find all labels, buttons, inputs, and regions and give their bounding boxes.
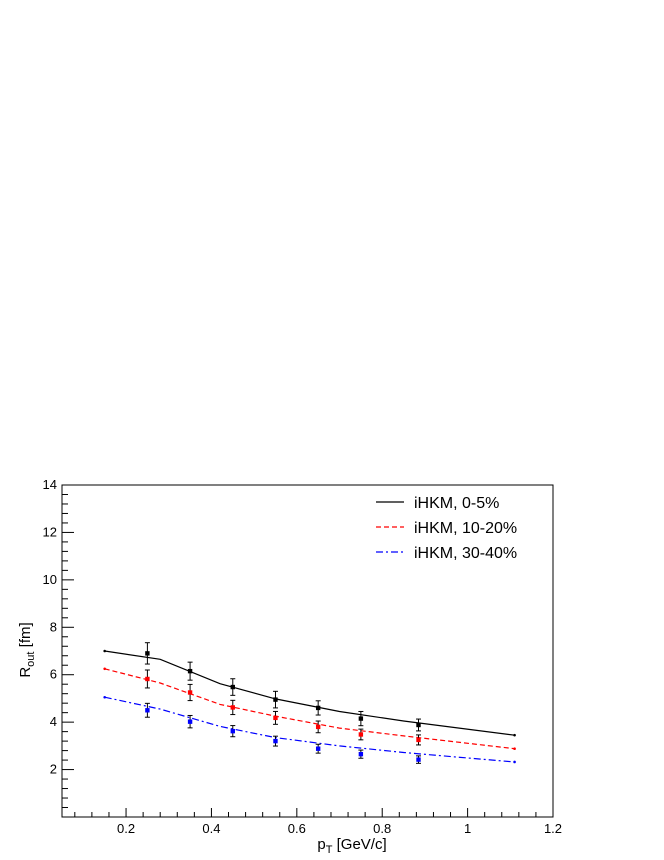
data-point bbox=[315, 724, 321, 730]
data-point bbox=[358, 716, 364, 721]
legend-entry: iHKM, 10-20% bbox=[414, 520, 517, 537]
data-points bbox=[144, 642, 422, 764]
series-end-marker bbox=[513, 733, 516, 737]
axis-ticks bbox=[62, 484, 554, 817]
data-point bbox=[358, 732, 364, 737]
x-tick-label: 0.2 bbox=[117, 821, 135, 836]
y-tick-label: 8 bbox=[50, 619, 57, 634]
x-tick-label: 0.4 bbox=[202, 821, 220, 836]
x-axis-title: pT [GeV/c] bbox=[317, 836, 386, 856]
data-point bbox=[273, 738, 278, 744]
legend-entry: iHKM, 0-5% bbox=[414, 495, 499, 512]
data-point bbox=[230, 705, 235, 710]
y-axis-title: Rout [fm] bbox=[17, 622, 37, 677]
series-lines bbox=[103, 649, 516, 764]
data-point bbox=[273, 697, 278, 702]
legend: iHKM, 0-5% iHKM, 10-20% iHKM, 30-40% bbox=[376, 495, 517, 562]
data-point bbox=[315, 705, 321, 711]
data-point bbox=[145, 708, 150, 713]
y-tick-label: 2 bbox=[50, 762, 57, 777]
data-point bbox=[187, 668, 193, 674]
series-end-marker bbox=[103, 695, 106, 699]
data-point bbox=[145, 676, 150, 682]
data-point bbox=[230, 728, 235, 734]
data-point bbox=[416, 757, 421, 762]
data-point bbox=[187, 690, 193, 695]
y-tick-label: 4 bbox=[50, 714, 57, 729]
x-tick-label: 0.8 bbox=[373, 821, 391, 836]
legend-entry: iHKM, 30-40% bbox=[414, 545, 517, 562]
series-end-marker bbox=[513, 760, 516, 764]
data-point bbox=[230, 684, 235, 690]
y-tick-label: 10 bbox=[43, 572, 57, 587]
series-end-marker bbox=[103, 649, 106, 653]
series-end-marker bbox=[103, 667, 106, 671]
series-line bbox=[104, 668, 515, 750]
y-tick-label: 6 bbox=[50, 667, 57, 682]
data-point bbox=[416, 722, 421, 728]
data-point bbox=[145, 651, 150, 656]
data-point bbox=[358, 751, 364, 757]
data-point bbox=[187, 719, 193, 724]
series-end-marker bbox=[513, 747, 516, 751]
y-tick-label: 14 bbox=[43, 477, 57, 492]
data-point bbox=[315, 746, 321, 751]
x-tick-label: 1.2 bbox=[544, 821, 562, 836]
y-tick-label: 12 bbox=[43, 524, 57, 539]
x-tick-label: 1 bbox=[464, 821, 471, 836]
plot-frame bbox=[61, 484, 554, 818]
data-point bbox=[273, 715, 278, 721]
x-tick-label: 0.6 bbox=[288, 821, 306, 836]
series-line bbox=[104, 696, 515, 763]
data-point bbox=[416, 737, 421, 743]
tick-labels: 0.2 0.4 0.6 0.8 1 1.2 2 4 6 8 10 12 14 bbox=[43, 477, 563, 836]
